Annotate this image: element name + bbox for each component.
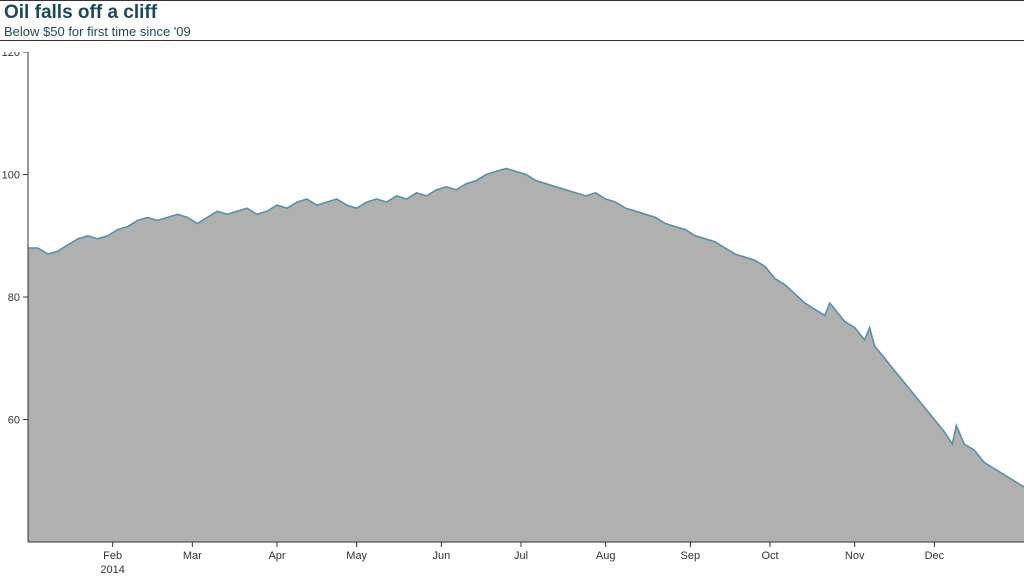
chart-subtitle: Below $50 for first time since '09 xyxy=(4,24,191,39)
x-tick-label: Apr xyxy=(268,550,285,562)
x-tick-label: Jun xyxy=(432,550,450,562)
chart-area: 60 80 100 120 Feb Mar Apr May Jun Jul Aug Sep Oct Nov… xyxy=(0,52,1024,576)
y-tick-label: 100 xyxy=(2,170,20,182)
x-tick-label: Nov xyxy=(845,550,865,562)
x-tick-label: Aug xyxy=(596,550,616,562)
oil-price-chart: 60 80 100 120 Feb Mar Apr May Jun Jul Aug Sep Oct Nov… xyxy=(0,52,1024,576)
x-tick-label: Dec xyxy=(925,550,945,562)
x-tick-label: Feb xyxy=(103,550,122,562)
y-tick-label: 120 xyxy=(2,52,20,59)
header-top-rule xyxy=(0,0,1024,1)
x-tick-label: May xyxy=(346,550,367,562)
y-tick-label: 60 xyxy=(8,415,20,427)
x-tick-label: Oct xyxy=(761,550,778,562)
x-tick-label: Jul xyxy=(514,550,528,562)
chart-title: Oil falls off a cliff xyxy=(4,2,157,24)
chart-header: Oil falls off a cliff Below $50 for firs… xyxy=(0,0,1024,40)
x-tick-label: Sep xyxy=(681,550,701,562)
area-fill xyxy=(28,168,1024,542)
y-tick-label: 80 xyxy=(8,292,20,304)
x-tick-label: Mar xyxy=(183,550,202,562)
x-year-label: 2014 xyxy=(100,564,124,576)
header-bottom-rule xyxy=(0,40,1024,41)
